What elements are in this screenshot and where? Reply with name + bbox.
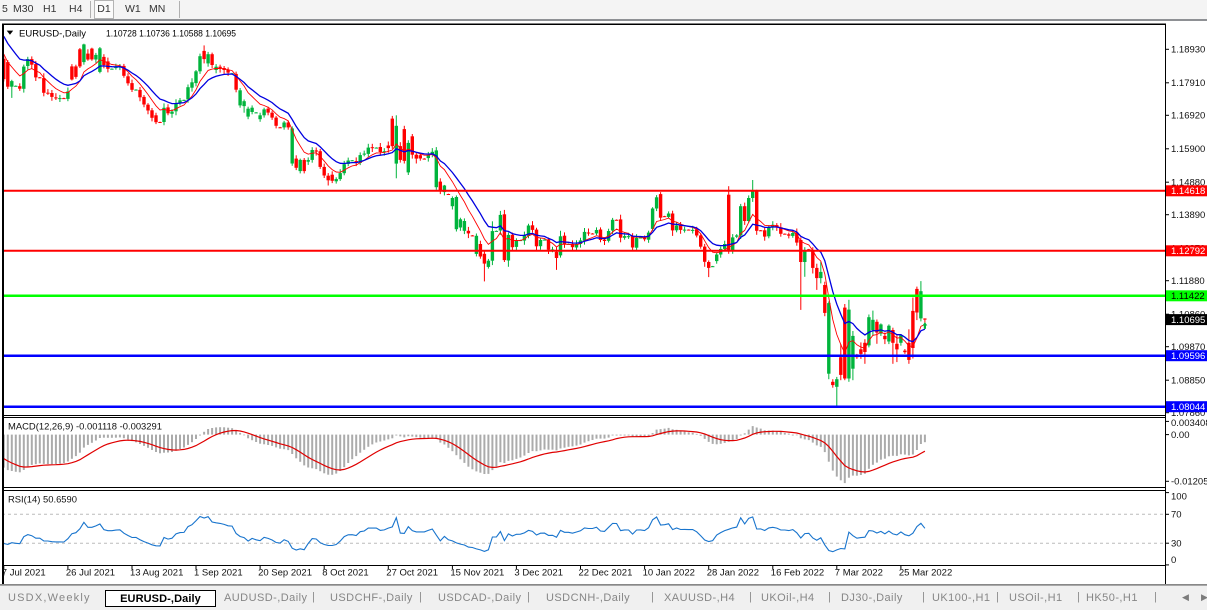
svg-text:1.09596: 1.09596	[1171, 351, 1205, 362]
svg-text:1.08850: 1.08850	[1171, 375, 1205, 386]
svg-text:1.14618: 1.14618	[1171, 186, 1205, 197]
svg-text:30: 30	[1171, 538, 1182, 549]
svg-text:1.09870: 1.09870	[1171, 342, 1205, 353]
svg-text:1.11880: 1.11880	[1171, 276, 1205, 287]
svg-text:1.10695: 1.10695	[1171, 315, 1205, 326]
svg-text:1.10728 1.10736 1.10588 1.1069: 1.10728 1.10736 1.10588 1.10695	[106, 29, 236, 40]
svg-text:3 Dec 2021: 3 Dec 2021	[514, 568, 563, 579]
svg-text:7 Jul 2021: 7 Jul 2021	[2, 568, 46, 579]
svg-text:1.13890: 1.13890	[1171, 210, 1205, 221]
svg-text:1.11422: 1.11422	[1171, 291, 1205, 302]
svg-text:16 Feb 2022: 16 Feb 2022	[771, 568, 824, 579]
svg-text:22 Dec 2021: 22 Dec 2021	[579, 568, 633, 579]
svg-text:-0.012058: -0.012058	[1171, 477, 1207, 488]
svg-text:26 Jul 2021: 26 Jul 2021	[66, 568, 115, 579]
svg-text:RSI(14) 50.6590: RSI(14) 50.6590	[8, 494, 77, 505]
svg-text:1.18930: 1.18930	[1171, 45, 1205, 56]
svg-text:1.14880: 1.14880	[1171, 177, 1205, 188]
svg-text:7 Mar 2022: 7 Mar 2022	[835, 568, 883, 579]
svg-text:1 Sep 2021: 1 Sep 2021	[194, 568, 243, 579]
svg-text:28 Jan 2022: 28 Jan 2022	[707, 568, 759, 579]
svg-text:1.16920: 1.16920	[1171, 111, 1205, 122]
svg-text:1.17910: 1.17910	[1171, 78, 1205, 89]
svg-text:15 Nov 2021: 15 Nov 2021	[450, 568, 504, 579]
svg-text:0.003408: 0.003408	[1171, 418, 1207, 429]
svg-text:10 Jan 2022: 10 Jan 2022	[643, 568, 695, 579]
svg-text:1.07860: 1.07860	[1171, 408, 1205, 419]
svg-text:MACD(12,26,9) -0.001118 -0.003: MACD(12,26,9) -0.001118 -0.003291	[8, 422, 162, 433]
svg-text:1.08044: 1.08044	[1171, 402, 1205, 413]
svg-text:0.00: 0.00	[1171, 430, 1190, 441]
svg-text:EURUSD-,Daily: EURUSD-,Daily	[19, 29, 86, 40]
svg-text:8 Oct 2021: 8 Oct 2021	[322, 568, 368, 579]
svg-text:70: 70	[1171, 510, 1182, 521]
svg-text:13 Aug 2021: 13 Aug 2021	[130, 568, 183, 579]
svg-text:100: 100	[1171, 492, 1187, 503]
svg-text:1.12792: 1.12792	[1171, 246, 1205, 257]
svg-text:0: 0	[1171, 555, 1176, 566]
svg-text:27 Oct 2021: 27 Oct 2021	[386, 568, 438, 579]
svg-text:25 Mar 2022: 25 Mar 2022	[899, 568, 952, 579]
svg-text:20 Sep 2021: 20 Sep 2021	[258, 568, 312, 579]
svg-text:1.15900: 1.15900	[1171, 144, 1205, 155]
